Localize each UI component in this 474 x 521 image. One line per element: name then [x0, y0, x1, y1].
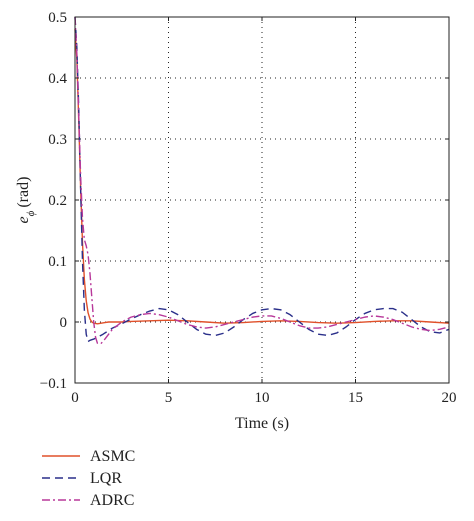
x-tick-label: 10 — [255, 390, 270, 406]
x-tick-label: 0 — [71, 390, 79, 406]
series-line-adrc — [74, 16, 450, 345]
y-tick-label: 0.2 — [48, 193, 67, 209]
y-tick-label: 0 — [60, 315, 68, 331]
legend-label-adrc: ADRC — [90, 492, 134, 509]
series-line-lqr — [74, 16, 450, 343]
plot-frame — [74, 16, 450, 384]
series-line-asmc — [74, 29, 450, 325]
legend: ASMC LQR ADRC — [42, 448, 135, 509]
x-tick-label: 5 — [165, 390, 173, 406]
ticks: 0 5 10 15 20−0.100.10.20.30.40.5 — [40, 10, 457, 406]
y-axis-subscript: ϕ — [25, 210, 37, 216]
y-axis-symbol: e — [15, 216, 32, 223]
y-axis-unit: (rad) — [15, 177, 32, 208]
series-layer — [74, 16, 450, 345]
y-tick-label: −0.1 — [40, 376, 67, 392]
grid — [75, 17, 449, 383]
x-tick-label: 15 — [348, 390, 363, 406]
legend-label-lqr: LQR — [90, 470, 122, 487]
x-tick-label: 20 — [442, 390, 457, 406]
y-tick-label: 0.1 — [48, 254, 67, 270]
y-tick-label: 0.5 — [48, 10, 67, 26]
x-axis-title: Time (s) — [235, 415, 289, 432]
y-tick-label: 0.4 — [48, 71, 67, 87]
legend-label-asmc: ASMC — [90, 448, 135, 465]
y-axis-title: eϕ (rad) — [15, 177, 37, 224]
y-tick-label: 0.3 — [48, 132, 67, 148]
